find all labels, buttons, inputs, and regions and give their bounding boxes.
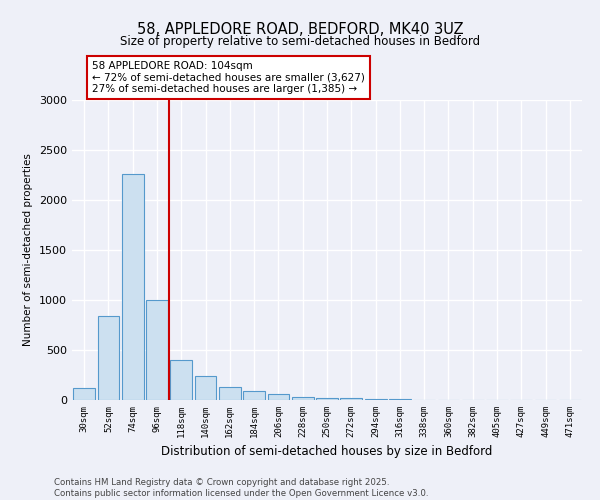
X-axis label: Distribution of semi-detached houses by size in Bedford: Distribution of semi-detached houses by … [161, 446, 493, 458]
Bar [316, 398, 338, 400]
Bar [97, 316, 119, 400]
Bar [194, 376, 217, 400]
Text: Contains HM Land Registry data © Crown copyright and database right 2025.
Contai: Contains HM Land Registry data © Crown c… [54, 478, 428, 498]
Bar [146, 300, 168, 400]
Text: Size of property relative to semi-detached houses in Bedford: Size of property relative to semi-detach… [120, 35, 480, 48]
Bar [243, 391, 265, 400]
Y-axis label: Number of semi-detached properties: Number of semi-detached properties [23, 154, 34, 346]
Bar [292, 396, 314, 400]
Bar [340, 398, 362, 400]
Bar [170, 360, 192, 400]
Bar [268, 394, 289, 400]
Bar [219, 387, 241, 400]
Bar [389, 399, 411, 400]
Bar [122, 174, 143, 400]
Bar [365, 399, 386, 400]
Text: 58, APPLEDORE ROAD, BEDFORD, MK40 3UZ: 58, APPLEDORE ROAD, BEDFORD, MK40 3UZ [137, 22, 463, 38]
Bar [73, 388, 95, 400]
Text: 58 APPLEDORE ROAD: 104sqm
← 72% of semi-detached houses are smaller (3,627)
27% : 58 APPLEDORE ROAD: 104sqm ← 72% of semi-… [92, 61, 365, 94]
